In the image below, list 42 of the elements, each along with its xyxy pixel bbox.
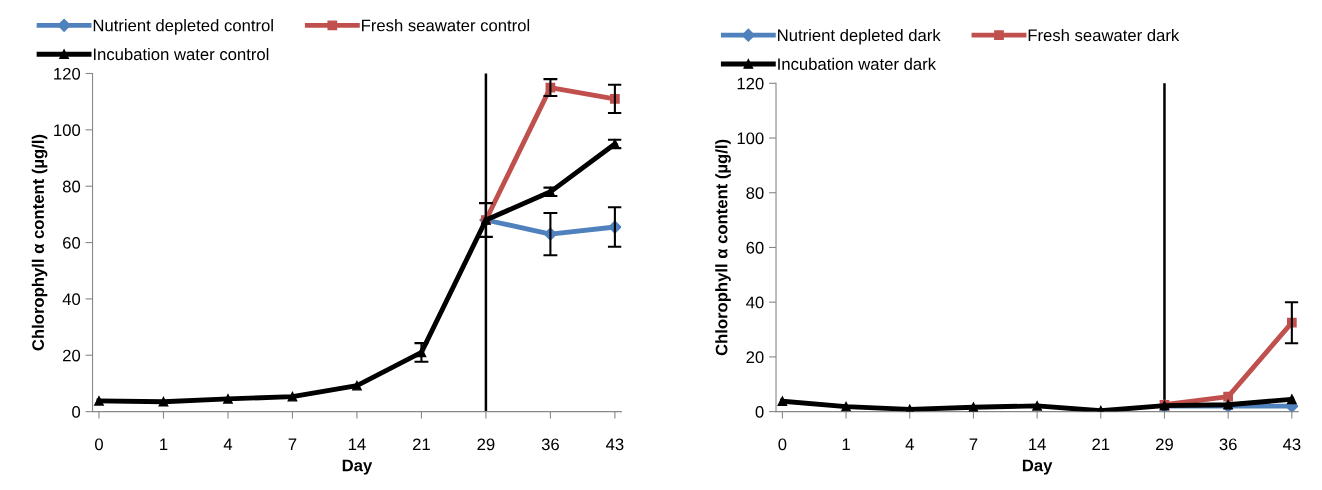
x-axis-title: Day: [342, 459, 373, 475]
y-tick-label: 120: [54, 67, 81, 80]
y-tick-label: 40: [62, 293, 81, 306]
legend-label: Incubation water dark: [778, 57, 937, 71]
x-tick-label: 7: [969, 438, 978, 451]
y-tick-label: 20: [746, 351, 764, 364]
y-tick-label: 0: [755, 406, 764, 418]
y-tick-label: 0: [72, 406, 81, 418]
y-axis-title: Chlorophyll α content (µg/l): [31, 134, 48, 351]
x-tick-label: 21: [413, 438, 430, 451]
legend-label: Fresh seawater dark: [1028, 28, 1180, 42]
y-tick-label: 100: [54, 124, 81, 137]
x-tick-label: 36: [1219, 438, 1237, 451]
y-axis-title: Chlorophyll α content (µg/l): [715, 139, 731, 356]
y-tick-label: 80: [746, 187, 764, 199]
x-tick-label: 1: [160, 438, 168, 451]
x-tick-label: 29: [1156, 438, 1173, 451]
x-tick-label: 43: [1282, 438, 1301, 451]
x-tick-label: 0: [95, 438, 103, 451]
x-tick-label: 7: [288, 438, 297, 451]
x-tick-label: 1: [842, 438, 850, 451]
y-tick-label: 60: [746, 241, 764, 254]
x-tick-label: 21: [1092, 438, 1110, 451]
x-tick-label: 14: [348, 438, 366, 451]
x-axis-title: Day: [1022, 459, 1053, 475]
x-tick-label: 36: [541, 438, 559, 451]
x-tick-label: 43: [606, 438, 624, 451]
y-tick-label: 40: [746, 296, 764, 309]
y-tick-label: 20: [63, 349, 81, 362]
x-tick-label: 4: [905, 438, 914, 451]
legend-label: Fresh seawater control: [362, 19, 530, 32]
y-tick-label: 60: [63, 236, 81, 249]
x-tick-label: 14: [1029, 438, 1046, 451]
legend-label: Nutrient depleted control: [93, 19, 273, 35]
x-tick-label: 29: [477, 438, 495, 451]
y-tick-label: 100: [737, 132, 764, 145]
legend-label: Incubation water control: [93, 47, 269, 61]
y-tick-label: 80: [62, 180, 81, 193]
x-tick-label: 0: [778, 438, 787, 451]
legend-label: Nutrient depleted dark: [778, 28, 941, 45]
y-tick-label: 120: [737, 77, 764, 90]
x-tick-label: 4: [223, 438, 233, 451]
